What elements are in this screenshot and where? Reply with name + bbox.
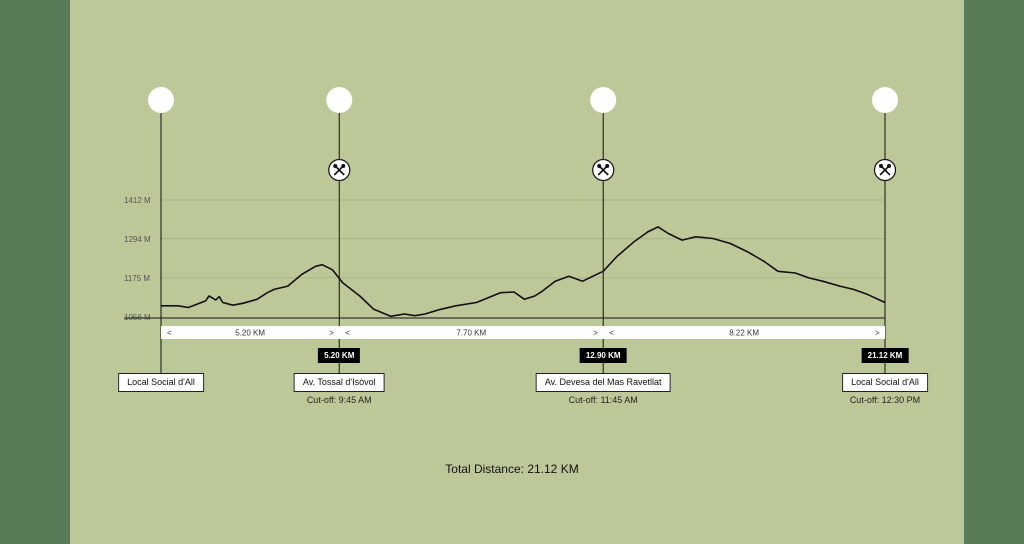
segment-arrow-right: > [875,329,880,338]
total-distance-value: 21.12 KM [527,462,579,476]
station-name: Av. Tossal d'Isòvol [293,373,385,392]
y-tick-label: 1412 M [124,196,151,205]
km-badge: 12.90 KM [579,348,627,363]
cutoff-time: Cut-off: 11:45 AM [568,395,638,405]
segment-distance-label: 5.20 KM [235,329,265,338]
fork-knife-icon [592,158,615,182]
knife-head [341,164,346,168]
cutoff-time: Cut-off: 12:30 PM [849,395,921,405]
circle-icon [148,87,174,113]
km-badge: 5.20 KM [318,348,361,363]
total-distance: Total Distance: 21.12 KM [0,462,1024,476]
grid-lines [161,199,885,279]
total-distance-label: Total Distance: [445,462,524,476]
km-badge: 21.12 KM [861,348,909,363]
fork-head [879,164,883,168]
segment-bar-bg [161,326,885,339]
circle-icon [872,87,898,113]
fork-head [597,164,602,168]
station-name: Local Social d'All [842,373,928,392]
circle-icon [590,87,617,113]
segment-distance-label: 8.22 KM [729,329,759,338]
segment-arrow-right: > [329,329,334,338]
knife-head [887,164,891,168]
y-tick-label: 1175 M [124,274,150,283]
segment-distance-label: 7.70 KM [456,329,486,338]
fork-knife-icon [873,158,897,182]
circle-icon [326,87,353,113]
cutoff-time: Cut-off: 9:45 AM [306,395,372,405]
station-name: Local Social d'All [118,373,204,392]
segment-arrow-right: > [593,329,598,338]
fork-knife-icon [328,158,351,182]
chart-panel [70,0,964,544]
y-tick-label: 1294 M [124,235,151,244]
station-markers [148,87,898,182]
segment-bar: < >5.20 KM < >7.70 KM < >8.22 KM [161,326,885,339]
segment-arrow-left: < [609,329,614,338]
station-name: Av. Devesa del Mas Ravetllat [535,373,671,392]
elevation-line [161,226,886,318]
segment-arrow-left: < [167,329,172,338]
segment-arrow-left: < [345,329,350,338]
knife-head [605,164,610,168]
fork-head [333,164,338,168]
